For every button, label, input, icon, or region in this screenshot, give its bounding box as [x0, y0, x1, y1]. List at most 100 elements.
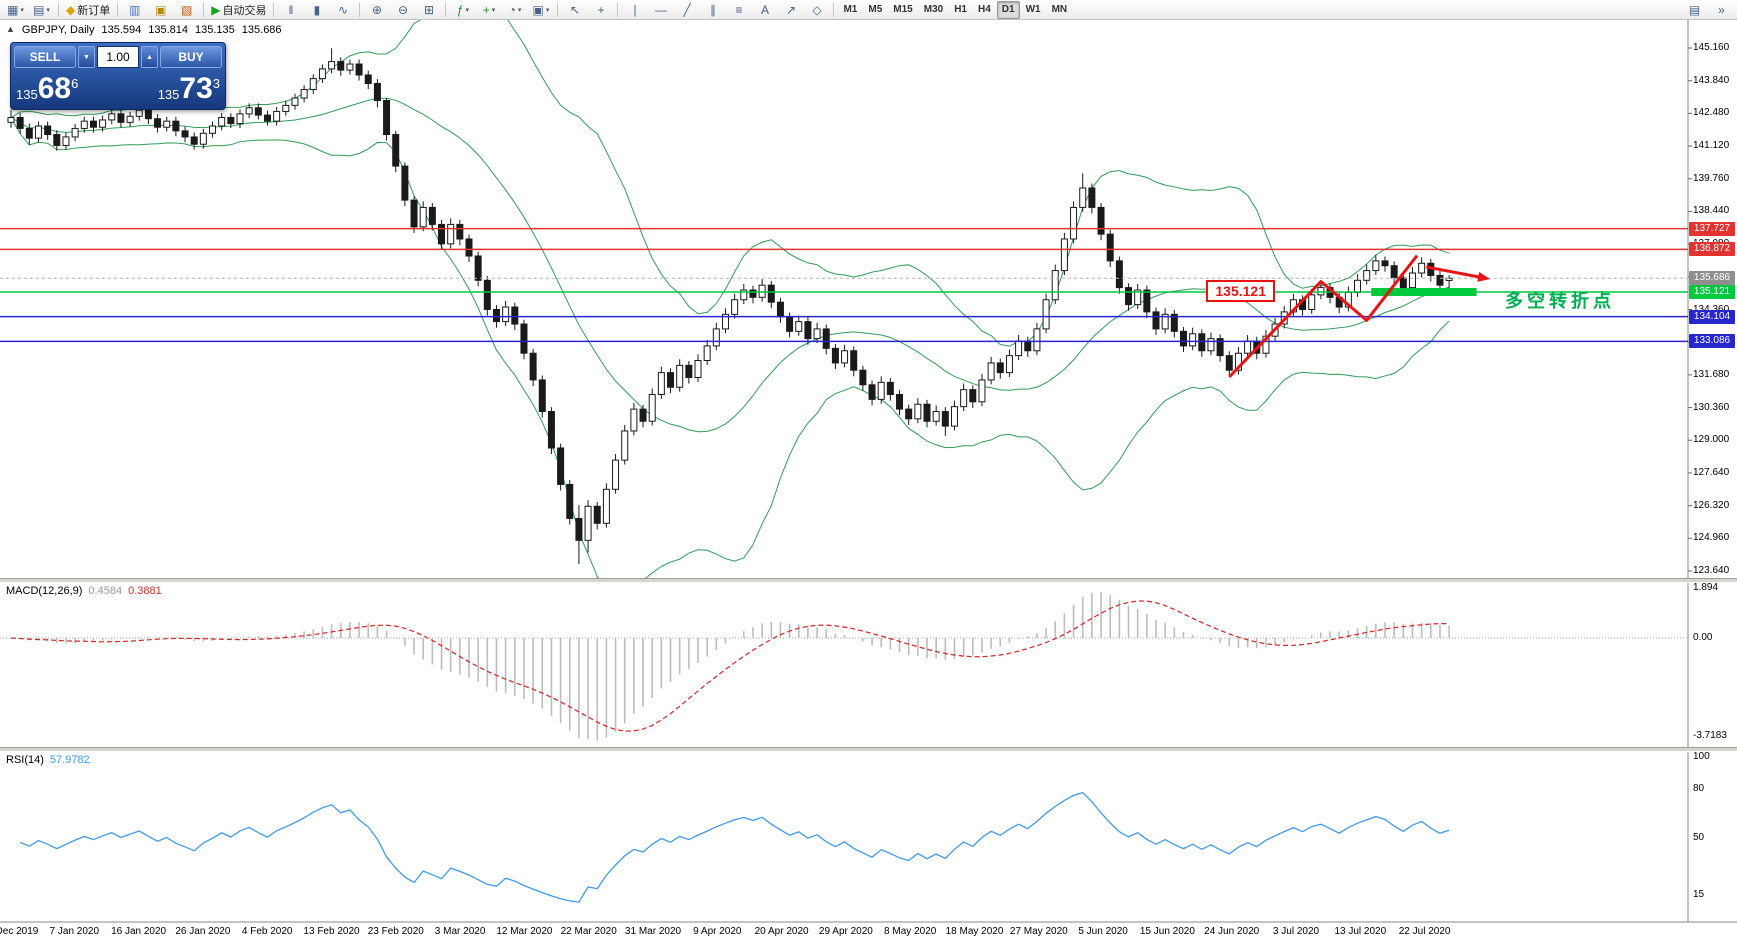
text-tool-button[interactable]: A	[752, 0, 777, 19]
toolbar-separator	[359, 2, 361, 17]
low-value: 135.135	[195, 24, 235, 36]
timeframe-button-M1[interactable]: M1	[843, 4, 858, 15]
price-axis-tick: 143.840	[1693, 74, 1730, 86]
one-click-toggle-icon[interactable]: ▲	[6, 24, 15, 34]
new-order-icon: ◆	[66, 2, 76, 17]
toolbar-separator	[445, 2, 447, 17]
high-value: 135.814	[148, 24, 189, 36]
arrows-tool-button[interactable]: ↗	[778, 0, 803, 19]
cursor-button[interactable]: ↖	[562, 0, 587, 19]
timeframe-button-W1[interactable]: W1	[1025, 4, 1041, 15]
volume-decrease-button[interactable]: ▼	[78, 46, 95, 68]
annotation-note[interactable]: 多空转折点	[1505, 291, 1615, 311]
caret-down-icon: ▾	[46, 6, 50, 14]
zoom-in-icon: ⊕	[371, 2, 382, 17]
zoom-out-button[interactable]: ⊖	[390, 0, 415, 19]
toolbar-separator	[833, 2, 835, 17]
fibonacci-button[interactable]: ≡	[726, 0, 751, 19]
rsi-splitter[interactable]	[0, 747, 1737, 752]
timeframe-button-H1[interactable]: H1	[954, 4, 967, 15]
toolbar-separator	[617, 2, 619, 17]
periods-button[interactable]: ◔ ▾	[502, 0, 527, 19]
price-tag: 133.086	[1689, 334, 1735, 349]
date-axis-label: 3 Jul 2020	[1272, 926, 1320, 937]
date-axis-label: 8 May 2020	[884, 926, 937, 937]
profiles-icon: ▤	[33, 2, 45, 17]
buy-price: 135 73 3	[157, 72, 220, 105]
market-watch-button[interactable]: ▥	[122, 0, 147, 19]
price-axis-tick: 145.160	[1693, 42, 1730, 53]
equidistant-channel-icon: ∥	[709, 2, 716, 17]
timeframe-button-H4[interactable]: H4	[977, 4, 991, 15]
zoom-in-button[interactable]: ⊕	[364, 0, 389, 19]
date-axis-label: 16 Jan 2020	[111, 926, 167, 937]
timeframe-button-MN[interactable]: MN	[1051, 4, 1068, 15]
zoom-out-icon: ⊖	[397, 2, 408, 17]
data-window-button[interactable]: ▣	[148, 0, 173, 19]
price-tag: 135.686	[1689, 271, 1735, 286]
caret-down-icon: ▾	[465, 6, 470, 14]
sell-button[interactable]: SELL	[14, 46, 76, 68]
candlestick-mode-button[interactable]: ▮	[304, 0, 329, 19]
sell-price: 135 68 6	[16, 72, 79, 105]
vertical-line-button[interactable]: ∣	[622, 0, 647, 19]
fibonacci-icon: ≡	[735, 2, 743, 17]
line-chart-mode-button[interactable]: ∿	[330, 0, 355, 19]
close-value: 135.686	[241, 24, 282, 36]
templates-icon: ▣	[532, 2, 544, 17]
caret-down-icon: ▾	[545, 6, 550, 14]
equidistant-channel-button[interactable]: ∥	[700, 0, 725, 19]
price-axis-tick: 134.360	[1693, 303, 1730, 315]
trendline-button[interactable]: ╱	[674, 0, 699, 19]
buy-button[interactable]: BUY	[160, 46, 222, 68]
date-axis-label: 29 Apr 2020	[818, 926, 873, 937]
symbol-period-label: GBPJPY, Daily	[21, 24, 95, 36]
volume-input[interactable]: 1.00	[97, 46, 139, 68]
horizontal-line-button[interactable]: ―	[648, 0, 673, 19]
timeframe-button-M5[interactable]: M5	[868, 4, 883, 15]
date-axis-label: 31 Mar 2020	[624, 926, 682, 937]
tile-windows-button[interactable]: ⊞	[416, 0, 441, 19]
date-axis-label: 22 Jul 2020	[1398, 926, 1451, 937]
caret-down-icon: ▾	[20, 6, 24, 14]
new-chart-icon: ▦	[7, 2, 19, 17]
date-axis-label: 26 Jan 2020	[175, 926, 231, 937]
caret-down-icon: ▾	[491, 6, 496, 14]
templates-button[interactable]: ▣ ▾	[528, 0, 553, 19]
price-axis-tick: 137.080	[1693, 238, 1730, 250]
add-indicator-button[interactable]: + ▾	[476, 0, 501, 19]
toolbar: ▦ ▾ ▤ ▾ ◆ 新订单 ▥ ▣ ▧ ▶ 自动交易 ‖ ▮ ∿ ⊕ ⊖ ⊞ ƒ ▾ + ▾ ◔ ▾ ▣ ▾ ↖ + ∣ ― ╱ ∥ ≡ A ↗ ◇…	[0, 0, 1737, 20]
annotation-price-label[interactable]: 135.121	[1206, 279, 1275, 302]
toolbar-separator	[273, 2, 275, 17]
rsi-label: RSI(14) 57.9782	[6, 754, 90, 766]
toolbar-separator	[203, 2, 205, 17]
timeframe-button-D1[interactable]: D1	[996, 0, 1020, 19]
timeframe-button-M15[interactable]: M15	[893, 4, 913, 15]
market-watch-icon: ▥	[129, 2, 141, 17]
timeframe-button-M30[interactable]: M30	[923, 4, 944, 15]
new-chart-button[interactable]: ▦ ▾	[3, 0, 28, 19]
volume-increase-button[interactable]: ▲	[141, 46, 158, 68]
navigator-button[interactable]: ▧	[174, 0, 199, 19]
macd-label: MACD(12,26,9) 0.4584 0.3881	[6, 585, 162, 597]
print-button[interactable]: ▤	[1682, 0, 1707, 19]
bar-chart-mode-button[interactable]: ‖	[278, 0, 303, 19]
new-order-button[interactable]: ◆ 新订单	[63, 0, 113, 19]
shapes-tool-button[interactable]: ◇	[804, 0, 829, 19]
price-axis-tick: 127.640	[1693, 466, 1730, 478]
rsi-axis-label: 50	[1693, 832, 1705, 843]
autotrading-button[interactable]: ▶ 自动交易	[208, 0, 269, 19]
macd-splitter[interactable]	[0, 578, 1737, 583]
toolbar-overflow-button[interactable]: »	[1709, 0, 1734, 19]
toolbar-separator	[58, 2, 59, 17]
crosshair-button[interactable]: +	[588, 0, 613, 19]
tile-windows-icon: ⊞	[423, 2, 434, 17]
data-window-icon: ▣	[155, 2, 167, 17]
candlestick-mode-icon: ▮	[313, 2, 321, 17]
profiles-button[interactable]: ▤ ▾	[29, 0, 54, 19]
caret-down-icon: ▾	[517, 6, 522, 14]
date-axis-label: 24 Jun 2020	[1204, 926, 1260, 937]
indicators-button[interactable]: ƒ ▾	[450, 0, 475, 19]
